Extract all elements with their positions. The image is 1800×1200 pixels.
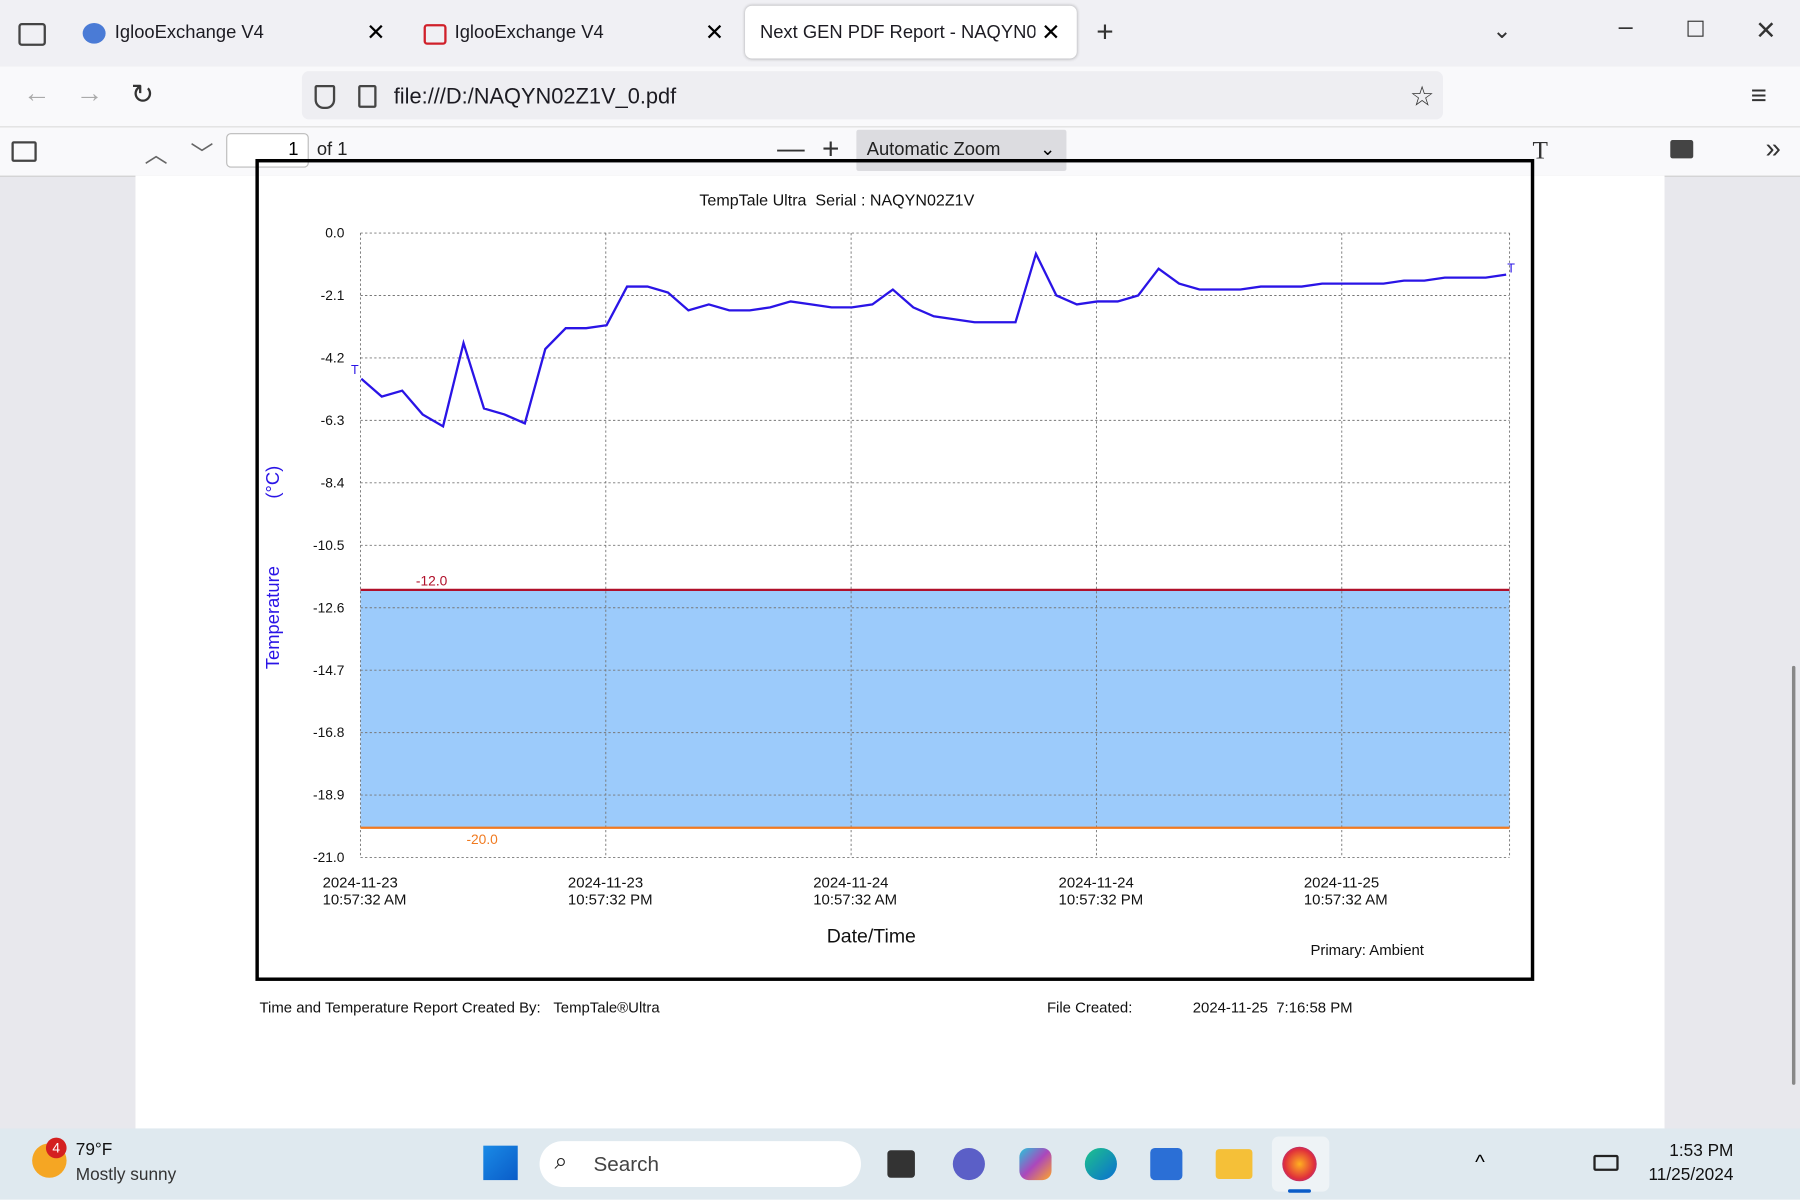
y-tick-label: -18.9	[313, 788, 344, 803]
zoom-arrow[interactable]: ⌄	[1040, 140, 1056, 160]
print[interactable]	[1670, 140, 1694, 159]
y-tick-label: -21.0	[313, 850, 345, 865]
x-tick-label: 2024-11-23 10:57:32 AM	[322, 873, 407, 909]
app-icon[interactable]	[1019, 1147, 1052, 1181]
x-tick-label: 2024-11-25 10:57:32 AM	[1303, 873, 1388, 909]
weather-temp[interactable]: 79°F	[75, 1139, 113, 1160]
app-icon[interactable]	[887, 1150, 915, 1178]
scrollbar	[1791, 665, 1796, 1085]
shield-icon[interactable]	[314, 84, 336, 110]
more-tools[interactable]: »	[1765, 133, 1781, 165]
tab[interactable]: Next GEN PDF Report - NAQYN02Z	[759, 22, 1036, 43]
y-tick-label: -10.5	[313, 538, 345, 553]
tab-overview[interactable]	[18, 22, 46, 46]
badge: 4	[45, 1137, 67, 1159]
prev-page[interactable]: ︿	[144, 142, 168, 168]
tab-close[interactable]: ✕	[704, 20, 725, 46]
restore[interactable]	[1687, 20, 1704, 37]
page-count: of 1	[316, 140, 348, 160]
y-tick-label: -2.1	[321, 288, 345, 303]
tab-close[interactable]: ✕	[366, 20, 386, 46]
new-tab[interactable]: +	[1096, 13, 1114, 49]
chart-frame	[255, 158, 1535, 981]
zoom-value[interactable]: Automatic Zoom	[866, 140, 1001, 160]
clock-time[interactable]: 1:53 PM	[1669, 1141, 1734, 1161]
clock-date[interactable]: 11/25/2024	[1648, 1165, 1734, 1185]
x-tick-label: 2024-11-24 10:57:32 AM	[813, 873, 898, 909]
page-icon	[358, 84, 377, 108]
end-marker: T	[1507, 261, 1515, 275]
y-tick-label: -8.4	[321, 475, 345, 490]
active-indicator	[1288, 1189, 1311, 1193]
url[interactable]: file:///D:/NAQYN02Z1V_0.pdf	[393, 84, 677, 110]
start[interactable]	[483, 1145, 518, 1181]
tray-toggle[interactable]: ^	[1475, 1150, 1485, 1174]
y-tick-label: -12.6	[313, 600, 345, 615]
app-icon[interactable]	[1150, 1147, 1183, 1181]
close-window[interactable]: ✕	[1755, 16, 1777, 45]
tab-icon	[423, 24, 447, 45]
active-tab[interactable]	[745, 5, 1077, 59]
weather-condition[interactable]: Mostly sunny	[75, 1165, 177, 1185]
sidebar-toggle[interactable]	[11, 141, 37, 162]
footer-label: Time and Temperature Report Created By:	[259, 998, 541, 1016]
x-tick-label: 2024-11-24 10:57:32 PM	[1058, 873, 1144, 909]
threshold-label: -20.0	[466, 832, 498, 847]
zoom-select[interactable]	[856, 129, 1067, 172]
bookmark[interactable]: ☆	[1409, 81, 1435, 113]
reload[interactable]: ↻	[130, 79, 154, 111]
data-line	[360, 250, 1507, 429]
search-box[interactable]	[539, 1141, 861, 1187]
forward[interactable]: →	[75, 78, 104, 110]
app-icon[interactable]	[1215, 1149, 1253, 1179]
y-tick-label: 0.0	[325, 226, 344, 241]
search-icon: ⌕	[554, 1149, 568, 1175]
next-page[interactable]: ﹀	[190, 142, 214, 168]
threshold-label: -12.0	[416, 573, 448, 588]
y-axis-unit: (°C)	[262, 466, 283, 499]
y-tick-label: -14.7	[313, 663, 344, 678]
zoom-in[interactable]: +	[821, 130, 840, 166]
tab[interactable]: IglooExchange V4	[454, 22, 604, 43]
app-icon[interactable]	[1084, 1147, 1117, 1181]
minimize[interactable]: –	[1618, 11, 1633, 41]
battery[interactable]	[1593, 1154, 1619, 1171]
y-tick-label: -4.2	[321, 351, 345, 366]
chart-title: TempTale Ultra Serial : NAQYN02Z1V	[699, 191, 974, 209]
url-bar[interactable]	[301, 71, 1443, 120]
app-icon[interactable]	[1282, 1146, 1317, 1182]
chart-note: Primary: Ambient	[1310, 942, 1424, 959]
y-axis-title: Temperature	[262, 566, 283, 669]
footer-label: File Created:	[1046, 998, 1133, 1016]
search-text[interactable]: Search	[593, 1152, 659, 1176]
text-tool[interactable]: T	[1532, 135, 1548, 165]
y-tick-label: -6.3	[321, 413, 345, 428]
footer-value: TempTale®Ultra	[553, 998, 660, 1016]
tab-close[interactable]: ✕	[1041, 20, 1061, 46]
threshold-band	[360, 589, 1510, 828]
back[interactable]: ←	[22, 78, 51, 110]
list-tabs[interactable]: ⌄	[1492, 18, 1512, 44]
x-axis-title: Date/Time	[827, 925, 916, 947]
x-tick-label: 2024-11-23 10:57:32 PM	[567, 873, 653, 909]
app-icon[interactable]	[952, 1147, 985, 1181]
footer-value: 2024-11-25 7:16:58 PM	[1192, 998, 1353, 1016]
tab-icon	[82, 22, 106, 44]
tab[interactable]: IglooExchange V4	[114, 22, 264, 43]
menu[interactable]: ≡	[1750, 80, 1767, 112]
end-marker: T	[351, 363, 359, 377]
y-tick-label: -16.8	[313, 725, 345, 740]
